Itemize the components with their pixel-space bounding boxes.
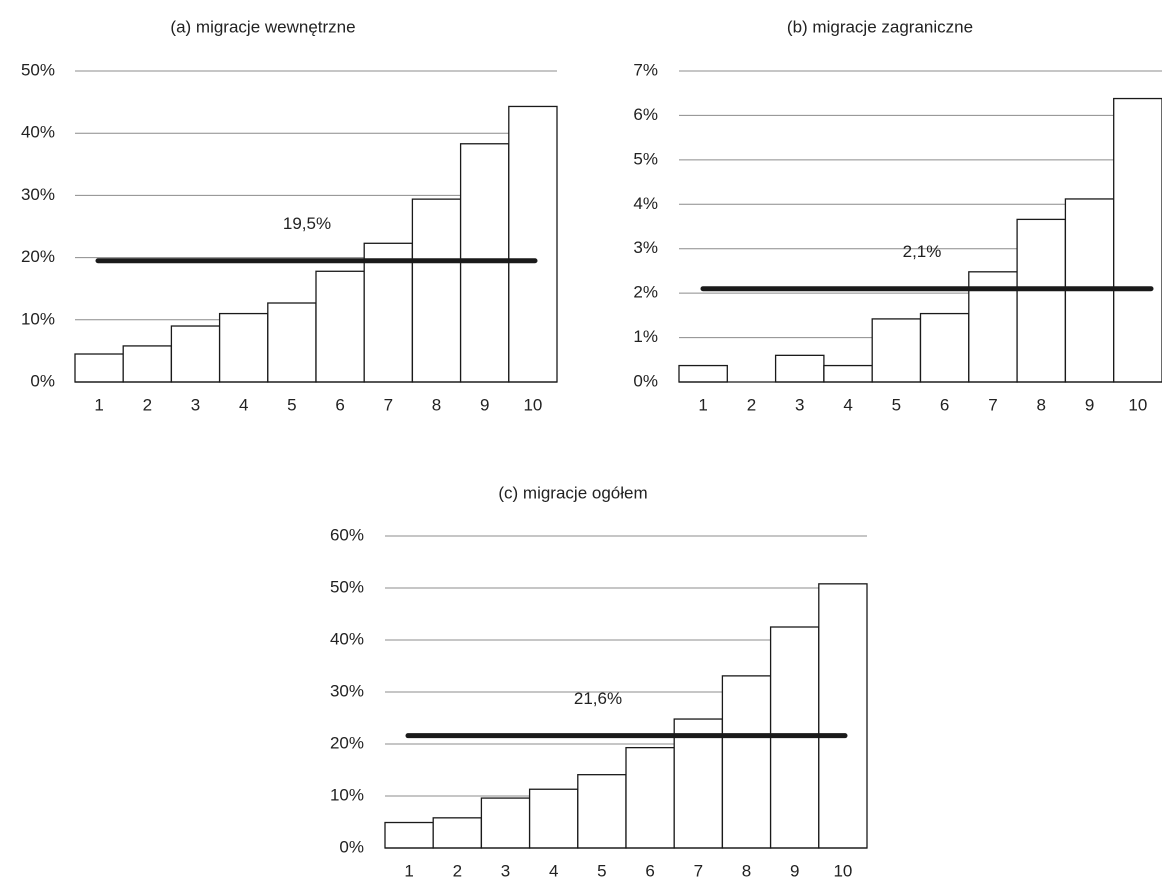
x-tick-label: 1: [698, 395, 707, 414]
y-tick-label: 10%: [21, 309, 55, 328]
y-tick-label: 40%: [330, 629, 364, 648]
bar-10: [818, 583, 868, 849]
x-tick-label: 7: [988, 395, 997, 414]
bar-8: [1016, 218, 1067, 383]
x-tick-label: 9: [1085, 395, 1094, 414]
bar-2: [122, 345, 173, 383]
bar-10: [1113, 97, 1162, 383]
y-tick-label: 50%: [21, 60, 55, 79]
bar-5: [871, 318, 922, 383]
y-tick-label: 1%: [633, 327, 658, 346]
x-tick-label: 3: [191, 395, 200, 414]
y-tick-label: 4%: [633, 194, 658, 213]
bar-1: [384, 821, 434, 849]
bar-10: [508, 105, 558, 383]
x-tick-label: 10: [523, 395, 542, 414]
y-tick-label: 20%: [21, 247, 55, 266]
mean-label: 2,1%: [903, 242, 942, 261]
bar-7: [673, 718, 724, 849]
x-tick-label: 10: [833, 861, 852, 880]
x-tick-label: 8: [742, 861, 751, 880]
x-tick-label: 9: [790, 861, 799, 880]
x-tick-label: 7: [694, 861, 703, 880]
x-tick-label: 4: [549, 861, 558, 880]
y-tick-label: 5%: [633, 149, 658, 168]
bar-4: [823, 364, 873, 383]
bar-1: [678, 364, 728, 383]
y-tick-label: 7%: [633, 60, 658, 79]
bar-5: [577, 774, 627, 849]
x-tick-label: 1: [94, 395, 103, 414]
x-tick-label: 5: [892, 395, 901, 414]
x-tick-label: 9: [480, 395, 489, 414]
bar-8: [411, 198, 462, 383]
bar-3: [774, 354, 825, 383]
x-tick-label: 5: [597, 861, 606, 880]
x-tick-label: 2: [453, 861, 462, 880]
x-tick-label: 2: [747, 395, 756, 414]
chart-title: (b) migracje zagraniczne: [787, 17, 973, 36]
bar-4: [528, 788, 579, 849]
x-tick-label: 4: [843, 395, 852, 414]
bar-7: [363, 242, 414, 383]
bar-8: [721, 675, 772, 849]
chart-title: (c) migracje ogółem: [498, 483, 647, 502]
y-tick-label: 10%: [330, 785, 364, 804]
y-tick-label: 20%: [330, 733, 364, 752]
x-tick-label: 3: [795, 395, 804, 414]
chart-title: (a) migracje wewnętrzne: [170, 17, 355, 36]
chart-panel-1: (b) migracje zagraniczne 0% 1% 2% 3% 4% 5% 6% 7%…: [633, 17, 1162, 414]
bar-5: [267, 302, 317, 383]
y-tick-label: 2%: [633, 283, 658, 302]
bar-6: [625, 746, 675, 849]
bar-2: [432, 817, 483, 849]
x-tick-label: 6: [940, 395, 949, 414]
bar-3: [170, 325, 221, 383]
y-tick-label: 40%: [21, 123, 55, 142]
bar-6: [919, 312, 970, 383]
mean-label: 21,6%: [574, 689, 622, 708]
x-tick-label: 6: [645, 861, 654, 880]
bar-6: [315, 270, 365, 383]
y-tick-label: 0%: [339, 837, 364, 856]
y-tick-label: 0%: [30, 371, 55, 390]
x-tick-label: 8: [1037, 395, 1046, 414]
chart-panel-2: (c) migracje ogółem 0% 10% 20% 30% 40% 50% 60% 1…: [330, 483, 868, 880]
y-tick-label: 3%: [633, 238, 658, 257]
y-tick-label: 30%: [330, 681, 364, 700]
x-tick-label: 2: [143, 395, 152, 414]
x-tick-label: 1: [404, 861, 413, 880]
bar-3: [480, 797, 531, 849]
mean-label: 19,5%: [283, 214, 331, 233]
x-tick-label: 3: [501, 861, 510, 880]
x-tick-label: 8: [432, 395, 441, 414]
x-tick-label: 7: [384, 395, 393, 414]
bar-4: [218, 312, 269, 383]
bar-1: [74, 353, 124, 383]
chart-panel-0: (a) migracje wewnętrzne 0% 10% 20% 30% 40% 50%…: [21, 17, 558, 414]
x-tick-label: 10: [1128, 395, 1147, 414]
x-tick-label: 5: [287, 395, 296, 414]
y-tick-label: 0%: [633, 371, 658, 390]
x-tick-label: 4: [239, 395, 248, 414]
y-tick-label: 30%: [21, 185, 55, 204]
y-tick-label: 60%: [330, 525, 364, 544]
x-tick-label: 6: [335, 395, 344, 414]
y-tick-label: 6%: [633, 105, 658, 124]
y-tick-label: 50%: [330, 577, 364, 596]
